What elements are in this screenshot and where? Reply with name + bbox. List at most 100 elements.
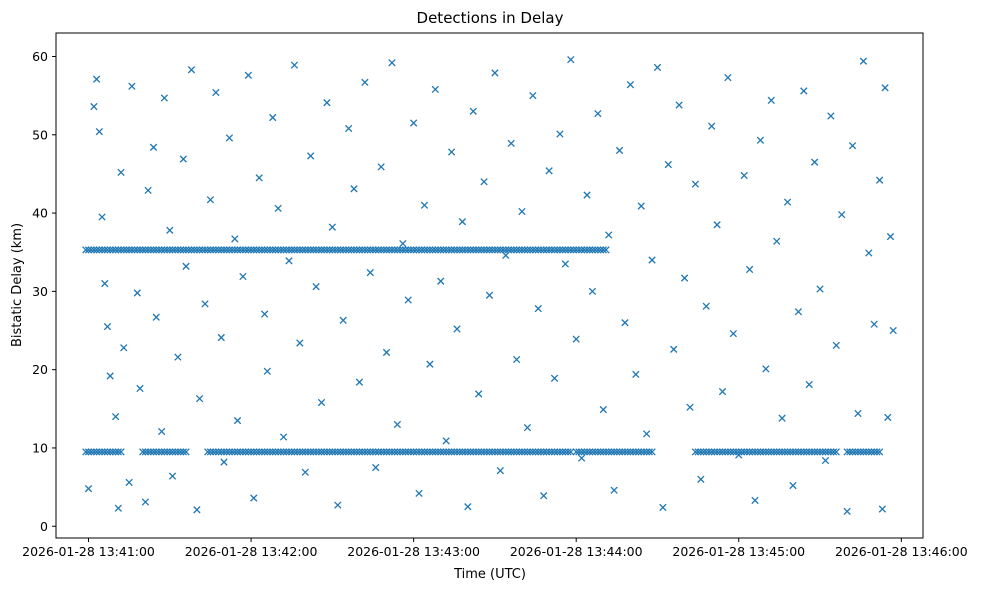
band-marker <box>718 448 727 456</box>
detection-marker <box>328 223 337 231</box>
detection-marker <box>648 256 656 264</box>
band-marker <box>269 246 277 254</box>
band-marker <box>363 246 372 254</box>
detection-marker <box>523 423 532 432</box>
x-tick-label: 2026-01-28 13:46:00 <box>835 544 968 559</box>
band-marker <box>439 448 448 456</box>
x-axis-label: Time (UTC) <box>453 567 526 582</box>
band-marker <box>512 448 521 456</box>
detection-marker <box>201 300 209 308</box>
band-marker <box>377 448 385 456</box>
band-marker <box>84 448 93 456</box>
band-marker <box>469 246 477 254</box>
band-marker <box>786 448 794 456</box>
band-marker <box>827 448 835 456</box>
band-marker <box>399 246 407 254</box>
detection-marker <box>729 329 738 338</box>
band-marker <box>274 448 282 456</box>
band-marker <box>466 246 475 254</box>
detection-marker <box>290 61 299 69</box>
band-marker <box>583 448 591 456</box>
band-marker <box>407 246 415 254</box>
band-marker <box>504 246 513 254</box>
detection-marker <box>889 326 897 335</box>
band-marker <box>212 448 220 456</box>
detection-marker <box>260 310 269 318</box>
band-marker <box>206 448 215 456</box>
detection-marker <box>361 78 369 86</box>
band-marker <box>632 448 640 456</box>
band-marker <box>778 448 786 456</box>
band-marker <box>380 448 388 456</box>
band-marker <box>228 448 236 456</box>
band-marker <box>596 448 605 456</box>
band-marker <box>152 246 160 254</box>
band-marker <box>485 448 494 456</box>
band-marker <box>770 448 778 456</box>
band-marker <box>491 246 499 254</box>
band-marker <box>90 448 98 456</box>
x-tick-label: 2026-01-28 13:42:00 <box>185 544 318 559</box>
band-marker <box>521 246 529 254</box>
detection-marker <box>152 313 160 321</box>
detection-marker <box>577 454 586 462</box>
band-marker <box>396 246 404 254</box>
band-marker <box>374 448 383 456</box>
band-marker <box>296 246 304 254</box>
band-marker <box>854 448 862 456</box>
detection-marker <box>453 325 461 333</box>
band-marker <box>320 246 328 254</box>
band-marker <box>139 246 147 254</box>
band-marker <box>385 246 393 254</box>
detection-marker <box>158 427 166 436</box>
band-marker <box>366 448 374 456</box>
band-marker <box>331 246 339 254</box>
band-marker <box>569 246 578 254</box>
band-marker <box>325 448 334 456</box>
band-marker <box>691 448 700 456</box>
band-marker <box>293 448 301 456</box>
band-marker <box>195 246 204 254</box>
band-marker <box>101 246 109 254</box>
band-marker <box>382 448 391 456</box>
band-marker <box>304 246 312 254</box>
band-marker <box>106 448 114 456</box>
band-marker <box>472 448 480 456</box>
band-marker <box>214 246 223 254</box>
band-marker <box>599 448 607 456</box>
detection-marker <box>285 257 293 265</box>
band-marker <box>445 448 453 456</box>
band-marker <box>114 246 122 254</box>
detection-marker <box>377 163 385 171</box>
band-marker <box>336 246 345 254</box>
band-marker <box>496 246 504 254</box>
detection-marker <box>239 272 247 281</box>
detection-marker <box>881 84 889 92</box>
band-marker <box>518 448 526 456</box>
detection-marker <box>442 437 450 445</box>
band-marker <box>114 448 122 456</box>
band-marker <box>637 448 645 456</box>
y-tick-label: 40 <box>32 206 48 221</box>
detection-marker <box>141 498 150 506</box>
band-marker <box>819 448 827 456</box>
band-marker <box>225 246 234 254</box>
band-marker <box>187 246 196 254</box>
detection-marker <box>642 430 651 438</box>
band-marker <box>149 448 158 456</box>
band-marker <box>800 448 808 456</box>
band-marker <box>301 448 309 456</box>
band-marker <box>282 246 290 254</box>
band-marker <box>523 448 532 456</box>
band-marker <box>309 246 318 254</box>
y-axis-ticks: 0 10 20 30 40 50 60 <box>32 49 56 534</box>
band-marker <box>377 246 385 254</box>
detection-marker <box>686 403 694 411</box>
band-marker <box>155 246 163 254</box>
detection-marker <box>160 94 169 102</box>
band-marker <box>577 246 586 254</box>
detection-marker <box>610 486 618 494</box>
band-marker <box>382 246 391 254</box>
band-marker <box>315 448 323 456</box>
detection-marker <box>884 413 892 422</box>
